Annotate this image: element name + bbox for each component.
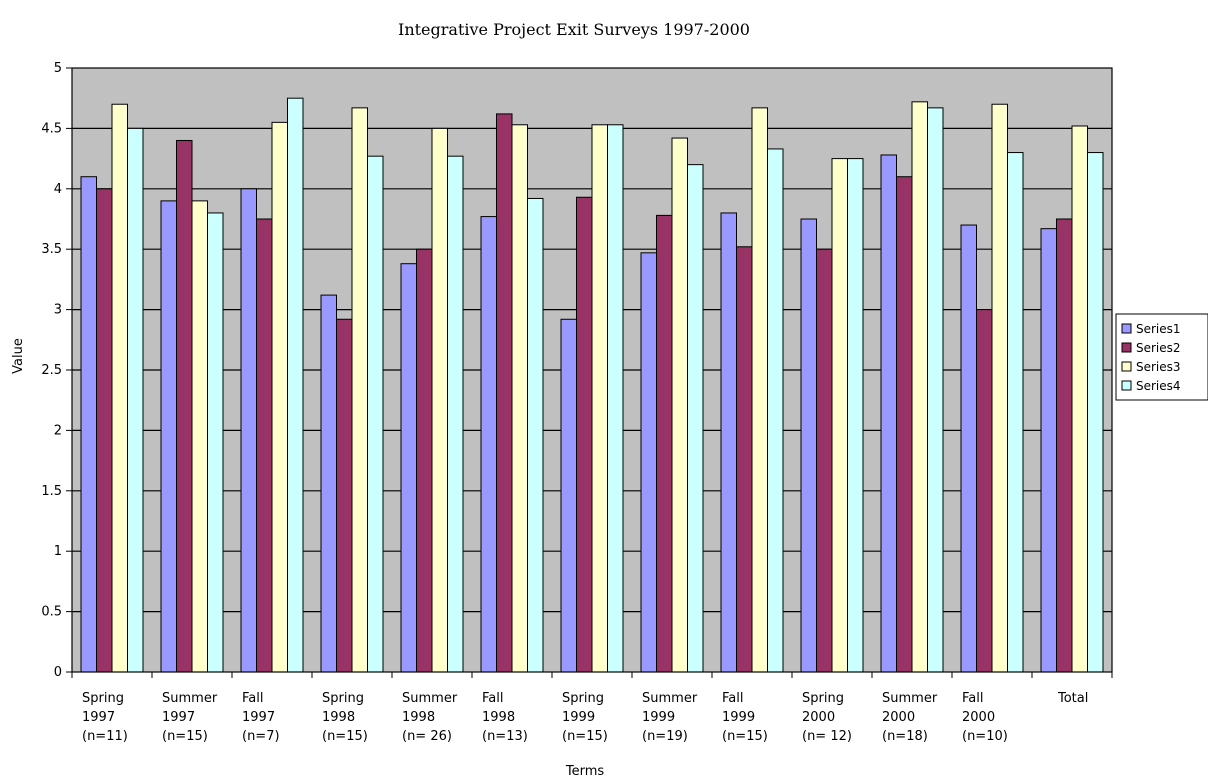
bar-series2-7 [656,214,673,673]
bar-series3-1 [191,200,208,673]
y-axis-ticks: 0 0.5 1 1.5 2 2.5 3 3.5 4 4.5 5 [41,61,72,680]
bar-series4-4 [447,155,464,673]
bar-series4-12 [1087,152,1104,673]
legend-swatch [1121,342,1132,353]
bar-series4-11 [1007,152,1024,673]
bar-series3-9 [831,158,848,673]
y-tick-label: 2.5 [41,363,62,378]
bar-series2-2 [256,218,273,673]
bar-series4-6 [607,124,624,673]
bar-series2-12 [1056,218,1073,673]
bar-series2-11 [976,309,993,673]
x-axis-label: Terms [565,764,605,779]
x-category-label: Summer 1997 (n=15) [162,691,218,744]
legend-entry: Series4 [1136,379,1181,393]
bar-series2-10 [896,176,913,673]
legend-entry: Series2 [1136,341,1181,355]
y-axis-label: Value [11,338,26,374]
x-category-label: Spring 2000 (n= 12) [802,691,852,744]
x-category-label: Spring 1999 (n=15) [562,691,608,744]
y-tick-label: 1.5 [41,484,62,499]
bar-series1-1 [160,200,177,673]
bar-series1-7 [640,252,657,673]
y-tick-label: 0 [54,665,62,680]
bar-series3-7 [671,137,688,673]
legend-swatch [1121,361,1132,372]
bar-series3-5 [511,124,528,673]
bar-series2-0 [96,188,113,673]
bar-series4-9 [847,158,864,673]
y-tick-label: 3 [54,303,62,318]
bar-series3-0 [111,103,128,673]
legend-entry: Series3 [1136,360,1181,374]
bar-series2-9 [816,248,833,673]
legend: Series1 Series2 Series3 Series4 [1115,313,1208,401]
bar-series3-2 [271,121,288,673]
x-category-label: Fall 2000 (n=10) [962,691,1008,744]
bar-series4-0 [127,127,144,673]
bar-series4-2 [287,97,304,673]
y-tick-label: 4.5 [41,121,62,136]
bar-series4-5 [527,197,544,673]
bar-series4-7 [687,164,704,673]
bar-series4-3 [367,155,384,673]
chart-title: Integrative Project Exit Surveys 1997-20… [398,20,750,39]
bar-series1-0 [80,176,97,673]
bar-series3-10 [911,101,928,673]
bar-series1-10 [880,154,897,673]
bar-series1-2 [240,188,257,673]
bar-series2-5 [496,113,513,673]
bar-series1-11 [960,224,977,673]
bar-series1-12 [1040,228,1057,673]
x-axis-categories: Spring 1997 (n=11) Summer 1997 (n=15) Fall 1997… [82,691,1088,744]
bar-series4-1 [207,212,224,673]
y-tick-label: 0.5 [41,605,62,620]
x-category-label: Spring 1997 (n=11) [82,691,128,744]
bar-series2-8 [736,246,753,673]
y-tick-label: 1 [54,544,62,559]
y-tick-label: 3.5 [41,242,62,257]
bar-series1-6 [560,318,577,673]
bar-series1-4 [400,263,417,673]
bar-series1-3 [320,294,337,673]
y-tick-label: 5 [54,61,62,76]
bar-series4-8 [767,148,784,673]
legend-entry: Series1 [1136,322,1181,336]
bar-series3-12 [1071,125,1088,673]
bar-series3-3 [351,107,368,673]
legend-swatch [1121,380,1132,391]
bar-series3-6 [591,124,608,673]
bar-series1-8 [720,212,737,673]
x-category-label: Total [1057,691,1088,706]
x-category-label: Spring 1998 (n=15) [322,691,368,744]
x-category-label: Summer 1998 (n= 26) [402,691,458,744]
bar-series1-5 [480,216,497,673]
y-tick-label: 4 [54,182,62,197]
bar-series3-4 [431,127,448,673]
y-tick-label: 2 [54,423,62,438]
bar-series2-4 [416,248,433,673]
bar-series2-1 [176,139,193,673]
x-category-label: Fall 1999 (n=15) [722,691,768,744]
legend-swatch [1121,323,1132,334]
x-category-label: Summer 1999 (n=19) [642,691,698,744]
bar-series3-11 [991,103,1008,673]
x-category-label: Summer 2000 (n=18) [882,691,938,744]
x-category-label: Fall 1997 (n=7) [242,691,280,744]
bar-series3-8 [751,107,768,673]
bar-series2-6 [576,196,593,673]
bar-series4-10 [927,107,944,673]
bar-series1-9 [800,218,817,673]
bar-series2-3 [336,318,353,673]
x-category-label: Fall 1998 (n=13) [482,691,528,744]
